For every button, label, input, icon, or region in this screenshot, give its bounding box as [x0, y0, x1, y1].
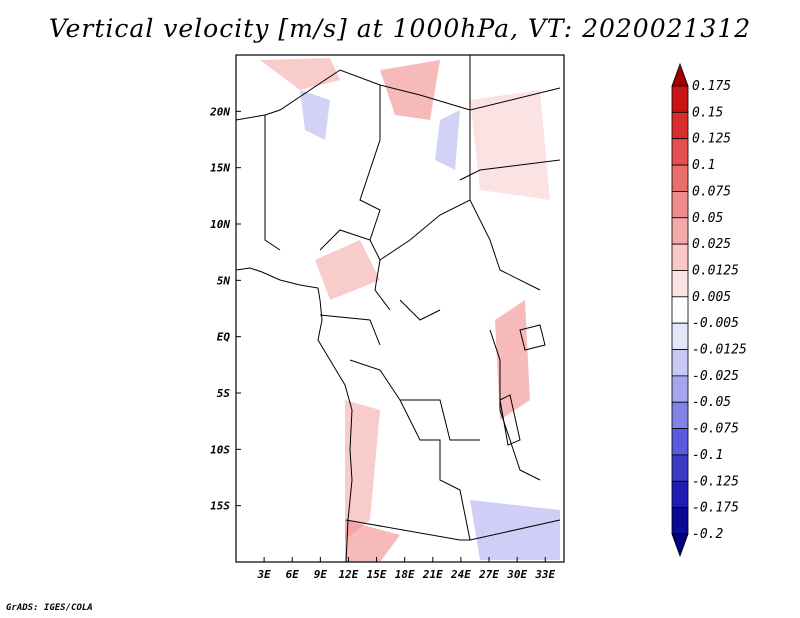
colorbar-segment: [671, 349, 689, 377]
map-frame: [235, 54, 565, 563]
lat-label: 10N: [210, 218, 230, 231]
lake-tanganyika: [499, 394, 521, 446]
colorbar-top-arrow: [671, 62, 689, 87]
coastline-west-africa: [235, 267, 353, 563]
lat-label: 20N: [209, 105, 230, 118]
colorbar-segment: [671, 191, 689, 219]
colorbar-segment: [671, 243, 689, 271]
lon-label: 3E: [256, 568, 271, 581]
colorbar-bottom-arrow: [671, 533, 689, 558]
colorbar-label: 0.005: [692, 290, 731, 305]
colorbar-segment: [671, 270, 689, 298]
colorbar-label: -0.025: [692, 369, 739, 384]
colorbar-label: 0.175: [692, 79, 731, 94]
colorbar-segment: [671, 507, 689, 535]
lat-label: EQ: [217, 331, 231, 344]
colorbar-label: 0.125: [692, 132, 731, 147]
colorbar-segment: [671, 401, 689, 429]
colorbar-label: -0.005: [692, 316, 739, 331]
colorbar-label: -0.1: [692, 448, 723, 463]
latitude-axis: 20N 15N 10N 5N EQ 5S 10S 15S: [209, 105, 241, 513]
colorbar-segment: [671, 428, 689, 456]
lon-label: 33E: [534, 568, 555, 581]
positive-shading-cameroon: [315, 240, 380, 300]
colorbar-label: -0.05: [692, 395, 731, 410]
lon-label: 9E: [314, 568, 328, 581]
velocity-field: [260, 58, 560, 562]
colorbar-label: -0.2: [692, 527, 723, 542]
colorbar: 0.175 0.15 0.125 0.1 0.075 0.05 0.025 0.0125 0.0…: [671, 62, 747, 558]
grads-credit: GrADS: IGES/COLA: [6, 603, 93, 613]
colorbar-segment: [671, 375, 689, 403]
negative-shading-north: [300, 90, 330, 140]
lat-label: 10S: [210, 443, 230, 456]
negative-shading-chad: [435, 110, 460, 170]
coastlines-borders: [235, 55, 561, 563]
lon-label: 21E: [422, 568, 443, 581]
colorbar-segment: [671, 111, 689, 140]
lat-label: 15S: [210, 500, 230, 513]
colorbar-label: 0.15: [692, 105, 723, 120]
colorbar-segment: [671, 85, 689, 113]
colorbar-segment: [671, 164, 689, 192]
colorbar-segment: [671, 322, 689, 350]
lon-label: 18E: [395, 568, 415, 581]
lon-label: 30E: [506, 568, 527, 581]
positive-shading-north: [260, 58, 340, 90]
colorbar-label: 0.0125: [692, 263, 739, 278]
lon-label: 15E: [367, 568, 387, 581]
colorbar-label: 0.05: [692, 211, 723, 226]
positive-shading-south-coast: [345, 520, 400, 562]
colorbar-label: -0.075: [692, 422, 739, 437]
colorbar-label: 0.025: [692, 237, 731, 252]
colorbar-label: 0.1: [692, 158, 715, 173]
colorbar-segment: [671, 454, 689, 482]
colorbar-label: -0.0125: [692, 343, 747, 358]
positive-shading-highlands: [380, 60, 440, 120]
lat-label: 5N: [217, 274, 231, 287]
colorbar-label: -0.175: [692, 501, 739, 516]
colorbar-segment: [671, 480, 689, 509]
colorbar-label: 0.075: [692, 184, 731, 199]
lat-label: 15N: [210, 162, 230, 175]
colorbar-segment: [671, 217, 689, 245]
positive-shading-sudan: [470, 90, 550, 200]
colorbar-label: -0.125: [692, 474, 739, 489]
colorbar-segment: [671, 296, 689, 324]
border-lines: [235, 55, 561, 541]
lon-label: 24E: [450, 568, 471, 581]
lon-label: 6E: [286, 568, 300, 581]
lake-victoria: [519, 324, 546, 351]
chart-title: Vertical velocity [m/s] at 1000hPa, VT: …: [48, 14, 752, 43]
colorbar-segment: [671, 138, 689, 166]
lon-label: 27E: [478, 568, 499, 581]
lat-label: 5S: [217, 387, 231, 400]
positive-shading-angola-coast: [345, 400, 380, 540]
lon-label: 12E: [339, 568, 359, 581]
longitude-axis: 3E 6E 9E 12E 15E 18E 21E 24E 27E 30E 33E: [256, 557, 556, 581]
